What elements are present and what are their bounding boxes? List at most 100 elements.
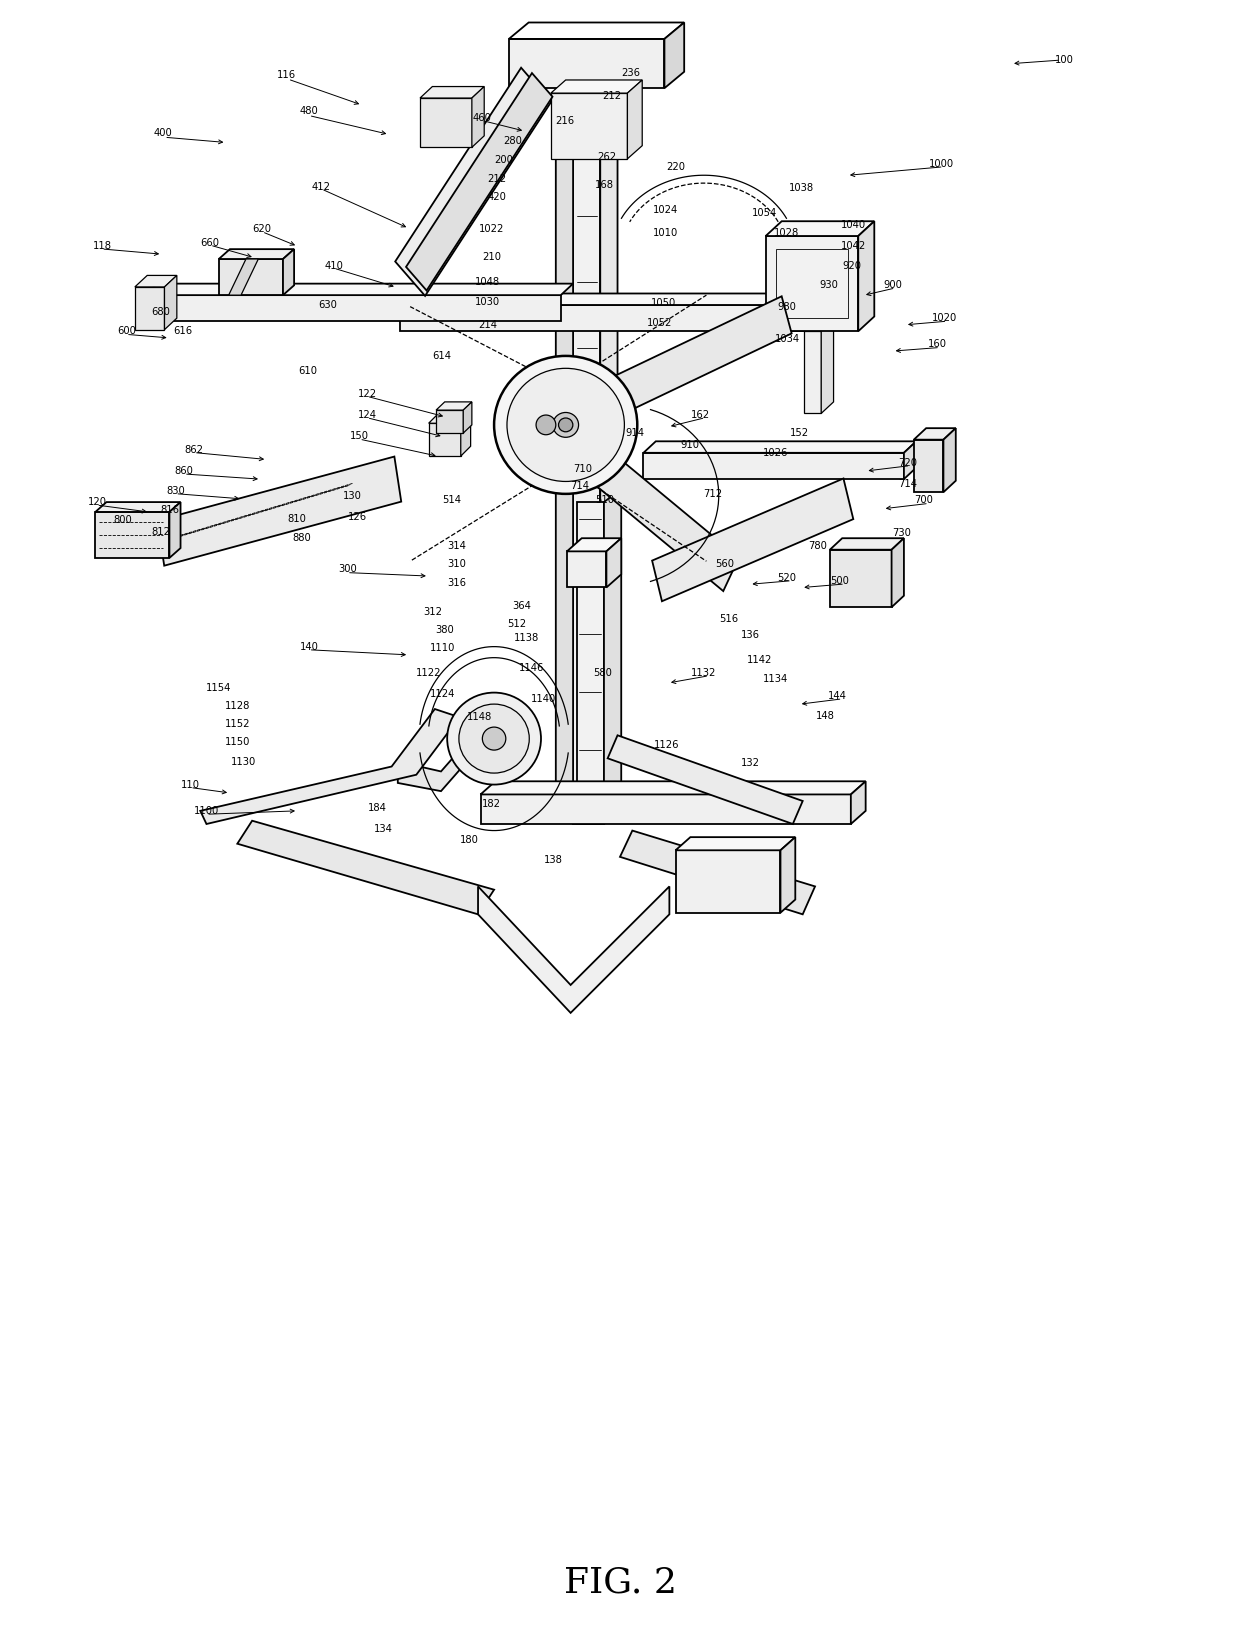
Text: 680: 680 — [151, 307, 170, 316]
Polygon shape — [218, 259, 283, 295]
Text: 1050: 1050 — [651, 298, 676, 308]
Text: 410: 410 — [324, 260, 343, 270]
Polygon shape — [401, 293, 817, 305]
Text: 610: 610 — [298, 366, 317, 376]
Polygon shape — [620, 831, 815, 915]
Text: 100: 100 — [1055, 56, 1074, 66]
Text: 1040: 1040 — [841, 219, 866, 229]
Polygon shape — [135, 287, 165, 330]
Text: 600: 600 — [117, 326, 135, 336]
Polygon shape — [892, 539, 904, 606]
Polygon shape — [464, 402, 472, 433]
Ellipse shape — [448, 692, 541, 784]
Ellipse shape — [494, 356, 637, 494]
Text: 122: 122 — [357, 389, 377, 399]
Text: 1126: 1126 — [655, 740, 680, 750]
Text: 910: 910 — [681, 440, 699, 450]
Text: 138: 138 — [544, 855, 563, 865]
Text: 1010: 1010 — [653, 227, 678, 237]
Polygon shape — [904, 442, 916, 480]
Text: 830: 830 — [166, 486, 185, 496]
Text: 720: 720 — [898, 458, 918, 468]
Text: 810: 810 — [288, 514, 306, 524]
Text: 1052: 1052 — [647, 318, 672, 328]
Text: 1024: 1024 — [653, 204, 678, 214]
Polygon shape — [145, 295, 560, 321]
Ellipse shape — [459, 704, 529, 773]
Text: 1038: 1038 — [789, 183, 813, 193]
Polygon shape — [170, 503, 181, 559]
Text: 212: 212 — [601, 91, 621, 102]
Polygon shape — [821, 320, 833, 414]
Text: 880: 880 — [293, 534, 311, 544]
Text: 400: 400 — [154, 127, 172, 137]
Text: 216: 216 — [554, 115, 574, 125]
Polygon shape — [165, 275, 177, 330]
Text: 1148: 1148 — [466, 712, 492, 722]
Text: 212: 212 — [487, 173, 506, 183]
Polygon shape — [201, 709, 460, 824]
Polygon shape — [436, 410, 464, 433]
Polygon shape — [436, 402, 472, 410]
Polygon shape — [676, 837, 795, 850]
Text: 514: 514 — [443, 496, 461, 506]
Text: 364: 364 — [512, 600, 531, 610]
Text: 148: 148 — [816, 710, 835, 720]
Text: 130: 130 — [342, 491, 362, 501]
Text: 118: 118 — [93, 241, 113, 250]
Text: 862: 862 — [185, 445, 203, 455]
Text: 412: 412 — [311, 181, 331, 191]
Text: 420: 420 — [487, 191, 506, 201]
Text: 280: 280 — [503, 135, 522, 145]
Text: 616: 616 — [174, 326, 192, 336]
Text: 860: 860 — [175, 466, 193, 476]
Text: 1100: 1100 — [193, 806, 219, 816]
Text: 236: 236 — [621, 69, 641, 79]
Ellipse shape — [558, 419, 573, 432]
Text: 714: 714 — [569, 481, 589, 491]
Text: 220: 220 — [666, 162, 684, 171]
Text: 980: 980 — [777, 302, 796, 311]
Text: 700: 700 — [914, 496, 934, 506]
Text: 1142: 1142 — [746, 654, 773, 664]
Polygon shape — [804, 293, 817, 331]
Polygon shape — [804, 331, 821, 414]
Text: 184: 184 — [367, 803, 386, 812]
Polygon shape — [95, 503, 181, 513]
Text: 1048: 1048 — [475, 277, 501, 287]
Text: 134: 134 — [373, 824, 392, 834]
Polygon shape — [461, 414, 471, 456]
Polygon shape — [914, 440, 944, 493]
Polygon shape — [508, 40, 665, 89]
Text: 500: 500 — [831, 575, 849, 587]
Text: 210: 210 — [482, 252, 501, 262]
Polygon shape — [573, 69, 600, 824]
Polygon shape — [780, 837, 795, 913]
Text: 1122: 1122 — [415, 667, 441, 677]
Polygon shape — [218, 249, 294, 259]
Ellipse shape — [536, 415, 556, 435]
Text: 580: 580 — [593, 667, 613, 677]
Polygon shape — [556, 56, 573, 824]
Text: 1030: 1030 — [475, 297, 501, 307]
Text: 126: 126 — [347, 513, 367, 522]
Polygon shape — [676, 850, 780, 913]
Polygon shape — [479, 887, 670, 1014]
Text: 900: 900 — [883, 280, 903, 290]
Text: 780: 780 — [808, 542, 827, 552]
Polygon shape — [765, 236, 858, 331]
Text: 124: 124 — [357, 410, 377, 420]
Text: 314: 314 — [448, 542, 466, 552]
Polygon shape — [429, 424, 461, 456]
Polygon shape — [604, 489, 621, 824]
Text: 180: 180 — [460, 836, 479, 845]
Text: 162: 162 — [691, 410, 709, 420]
Text: 1154: 1154 — [206, 682, 232, 692]
Text: 1028: 1028 — [774, 227, 800, 237]
Polygon shape — [398, 722, 484, 791]
Text: 200: 200 — [495, 155, 513, 165]
Text: 1026: 1026 — [763, 448, 789, 458]
Text: 620: 620 — [253, 224, 272, 234]
Text: 214: 214 — [479, 320, 497, 330]
Text: 1134: 1134 — [763, 674, 789, 684]
